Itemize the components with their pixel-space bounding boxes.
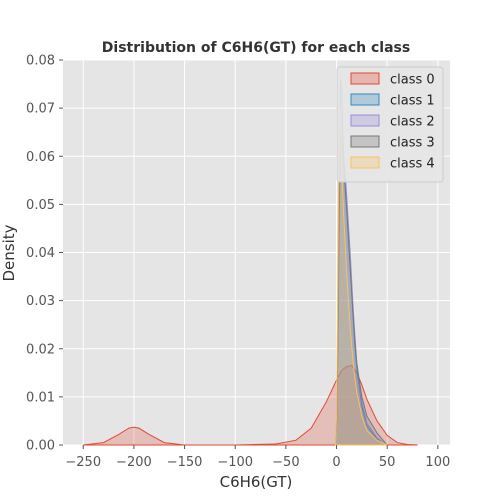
chart-title: Distribution of C6H6(GT) for each class: [102, 40, 410, 56]
legend-swatch-class-0: [350, 72, 380, 85]
y-tick-label: 0.06: [26, 150, 55, 165]
legend-label-class-0: class 0: [390, 73, 435, 88]
y-tick-label: 0.05: [26, 198, 55, 213]
legend-swatch-class-1: [350, 93, 380, 106]
x-tick-label: −250: [65, 455, 101, 470]
x-tick-label: 100: [425, 455, 450, 470]
density-area-class-3: [334, 136, 389, 446]
x-tick-label: −100: [217, 455, 253, 470]
y-axis-label: Density: [0, 224, 18, 281]
y-tick-label: 0.01: [26, 390, 55, 405]
x-tick-label: −200: [116, 455, 152, 470]
legend-swatch-class-4: [350, 156, 380, 169]
y-tick-label: 0.03: [26, 294, 55, 309]
legend-label-class-2: class 2: [390, 115, 435, 130]
y-tick-label: 0.00: [26, 439, 55, 454]
legend-label-class-4: class 4: [390, 157, 435, 172]
legend-swatch-class-3: [350, 135, 380, 148]
y-axis: 0.00 0.01 0.02 0.03 0.04 0.05 0.06 0.07 0.08: [26, 54, 63, 454]
y-tick-label: 0.02: [26, 342, 55, 357]
y-tick-label: 0.08: [26, 54, 55, 69]
legend-swatch-class-2: [350, 114, 380, 127]
x-tick-label: 0: [332, 455, 340, 470]
legend-label-class-3: class 3: [390, 136, 435, 151]
density-area-class-0: [83, 365, 418, 446]
legend: class 0 class 1 class 2 class 3 class 4: [336, 66, 444, 183]
x-tick-label: −50: [272, 455, 299, 470]
x-tick-label: 50: [379, 455, 396, 470]
y-tick-label: 0.07: [26, 102, 55, 117]
x-tick-label: −150: [167, 455, 203, 470]
x-axis: −250 −200 −150 −100 −50 0 50 100: [65, 445, 450, 470]
y-tick-label: 0.04: [26, 246, 55, 261]
legend-label-class-1: class 1: [390, 94, 435, 109]
density-areas: [83, 79, 418, 446]
x-axis-label: C6H6(GT): [220, 473, 293, 491]
legend-box: [336, 66, 444, 183]
